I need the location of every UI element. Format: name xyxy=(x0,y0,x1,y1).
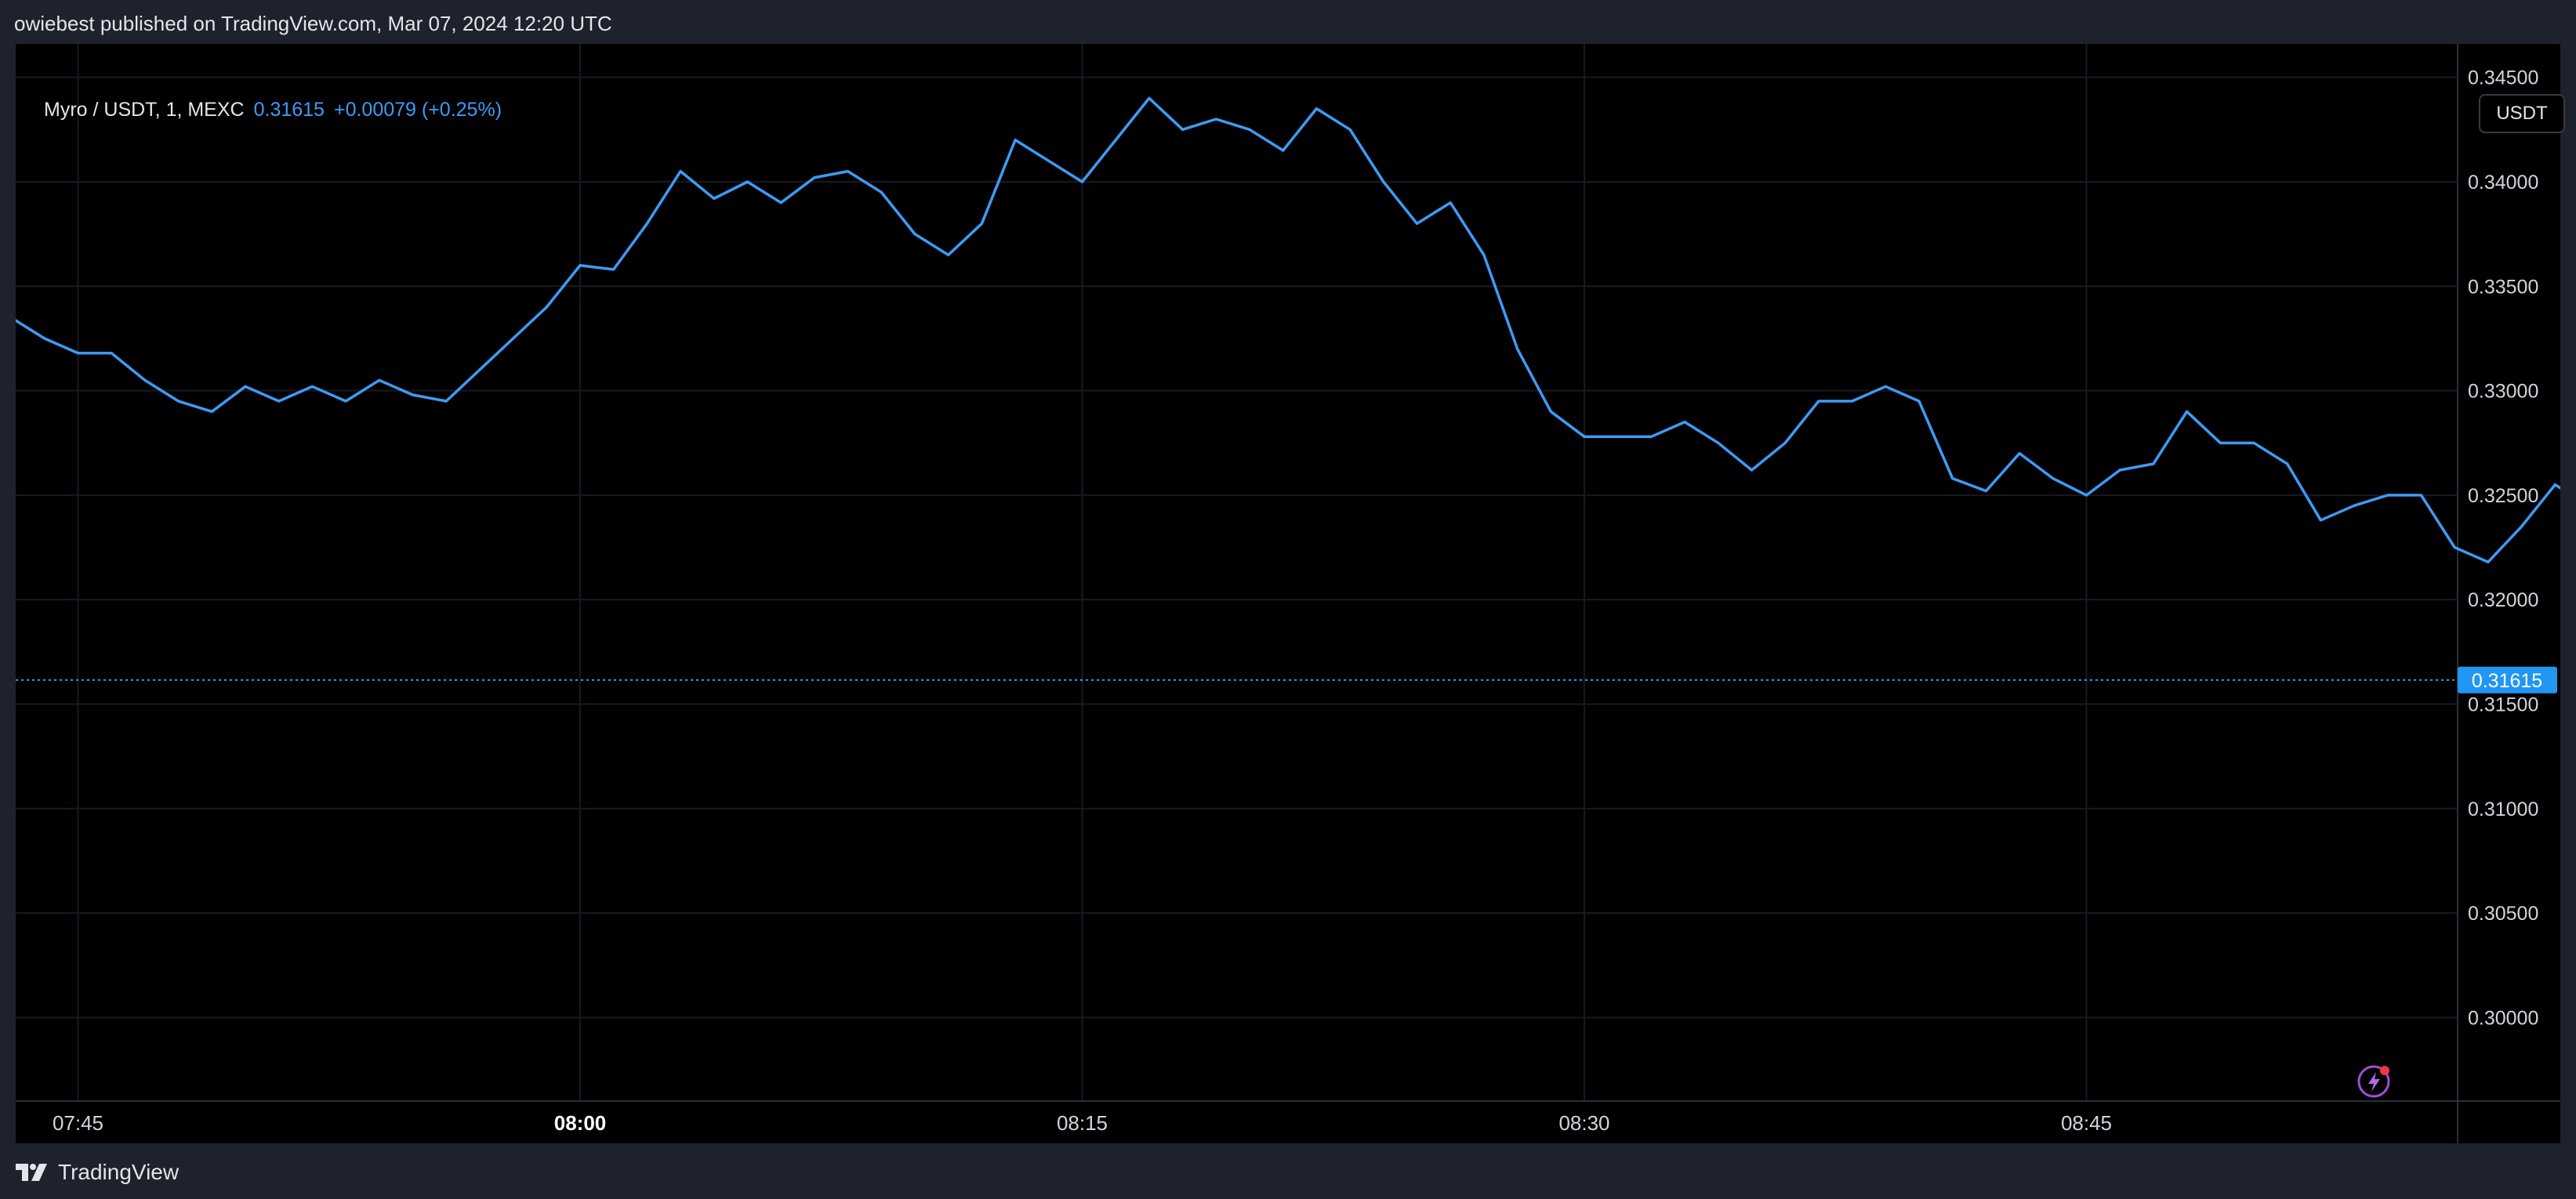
price-series-line xyxy=(16,96,2560,563)
x-tick-label: 08:30 xyxy=(1558,1111,1609,1135)
y-tick-label: 0.31000 xyxy=(2468,799,2538,820)
tradingview-logo-icon xyxy=(16,1164,47,1181)
y-tick-label: 0.30000 xyxy=(2468,1007,2538,1029)
brand-name: TradingView xyxy=(58,1160,180,1184)
last-price-tag-label: 0.31615 xyxy=(2472,670,2542,692)
y-tick-label: 0.32000 xyxy=(2468,589,2538,611)
x-tick-label: 08:00 xyxy=(554,1111,607,1135)
published-text: owiebest published on TradingView.com, M… xyxy=(14,12,612,35)
last-price-tag: 0.31615 xyxy=(2458,666,2557,694)
y-tick-label: 0.32500 xyxy=(2468,485,2538,507)
price-change: +0.00079 (+0.25%) xyxy=(333,99,503,121)
chart-pane[interactable]: 0.30000 0.30500 0.31000 0.31500 0.32000 0.325… xyxy=(16,44,2565,1143)
x-tick-label: 07:45 xyxy=(53,1111,103,1135)
currency-button[interactable]: USDT xyxy=(2479,94,2565,133)
x-tick-label: 08:45 xyxy=(2061,1111,2112,1135)
price-chart[interactable]: 0.30000 0.30500 0.31000 0.31500 0.32000 0.325… xyxy=(16,44,2560,1143)
chart-grid xyxy=(16,44,2458,1101)
y-tick-label: 0.34500 xyxy=(2468,67,2538,89)
tradingview-brand[interactable]: TradingView xyxy=(16,1160,179,1185)
y-tick-label: 0.34000 xyxy=(2468,172,2538,194)
footer: TradingView xyxy=(0,1146,2576,1199)
x-tick-label: 08:15 xyxy=(1057,1111,1108,1135)
y-tick-label: 0.33000 xyxy=(2468,381,2538,403)
y-axis[interactable]: 0.30000 0.30500 0.31000 0.31500 0.32000 0.325… xyxy=(2468,67,2538,1030)
symbol-name: Myro / USDT, 1, MEXC xyxy=(44,99,245,121)
published-header: owiebest published on TradingView.com, M… xyxy=(0,0,2576,45)
y-tick-label: 0.31500 xyxy=(2468,694,2538,715)
lightning-icon[interactable] xyxy=(2357,1065,2390,1098)
symbol-legend[interactable]: Myro / USDT, 1, MEXC 0.31615 +0.00079 (+0.… xyxy=(44,99,502,121)
last-price: 0.31615 xyxy=(253,99,325,121)
y-tick-label: 0.30500 xyxy=(2468,903,2538,925)
x-axis[interactable]: 07:4508:0008:1508:3008:4509:0009:1509:30… xyxy=(53,1111,2560,1135)
y-tick-label: 0.33500 xyxy=(2468,276,2538,298)
